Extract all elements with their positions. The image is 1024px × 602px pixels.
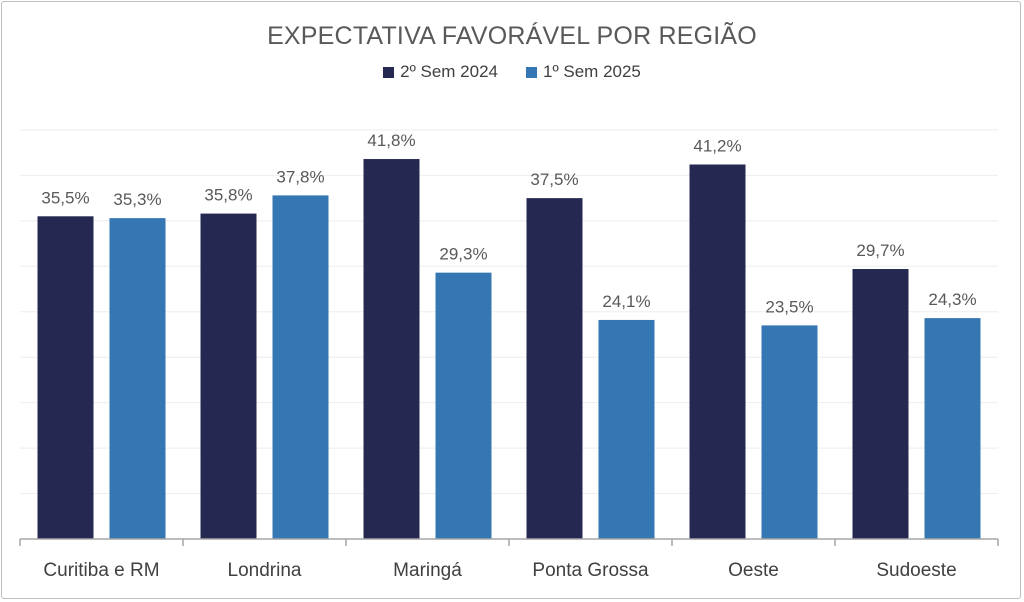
legend-item-series-1: 2º Sem 2024 xyxy=(383,62,498,82)
data-label-1-1: 35,5% xyxy=(41,188,89,207)
data-label-2-4: 24,1% xyxy=(602,292,650,311)
data-label-1-3: 41,8% xyxy=(367,131,415,150)
data-label-2-1: 35,3% xyxy=(113,190,161,209)
data-label-1-4: 37,5% xyxy=(530,170,578,189)
legend-swatch-series-2 xyxy=(526,66,537,78)
legend-label-series-2: 1º Sem 2025 xyxy=(543,62,641,81)
category-label-3: Maringá xyxy=(393,560,462,581)
category-label-1: Curitiba e RM xyxy=(43,560,159,581)
legend-label-series-1: 2º Sem 2024 xyxy=(400,62,498,81)
category-label-5: Oeste xyxy=(728,560,779,581)
bar-1-4 xyxy=(526,198,583,539)
data-label-1-5: 41,2% xyxy=(693,136,741,155)
bar-1-2 xyxy=(200,213,257,539)
bar-2-2 xyxy=(272,195,329,539)
data-label-2-6: 24,3% xyxy=(928,290,976,309)
bar-2-4 xyxy=(598,319,655,539)
chart-legend: 2º Sem 2024 1º Sem 2025 xyxy=(0,62,1024,82)
bar-1-1 xyxy=(37,216,94,539)
category-label-4: Ponta Grossa xyxy=(532,560,649,581)
data-label-2-3: 29,3% xyxy=(439,245,487,264)
bar-1-3 xyxy=(363,159,420,539)
bar-1-6 xyxy=(852,269,909,539)
bar-2-1 xyxy=(109,218,166,540)
data-label-1-6: 29,7% xyxy=(856,241,904,260)
data-label-2-2: 37,8% xyxy=(276,167,324,186)
data-label-2-5: 23,5% xyxy=(765,297,813,316)
data-label-1-2: 35,8% xyxy=(204,186,252,205)
bar-2-5 xyxy=(761,325,818,539)
category-label-6: Sudoeste xyxy=(876,560,956,581)
legend-swatch-series-1 xyxy=(383,66,395,78)
chart-title: EXPECTATIVA FAVORÁVEL POR REGIÃO xyxy=(267,22,757,50)
bar-1-5 xyxy=(689,164,746,539)
bar-2-6 xyxy=(924,318,981,539)
category-label-2: Londrina xyxy=(228,560,302,581)
legend-item-series-2: 1º Sem 2025 xyxy=(526,62,641,82)
bar-2-3 xyxy=(435,272,492,539)
